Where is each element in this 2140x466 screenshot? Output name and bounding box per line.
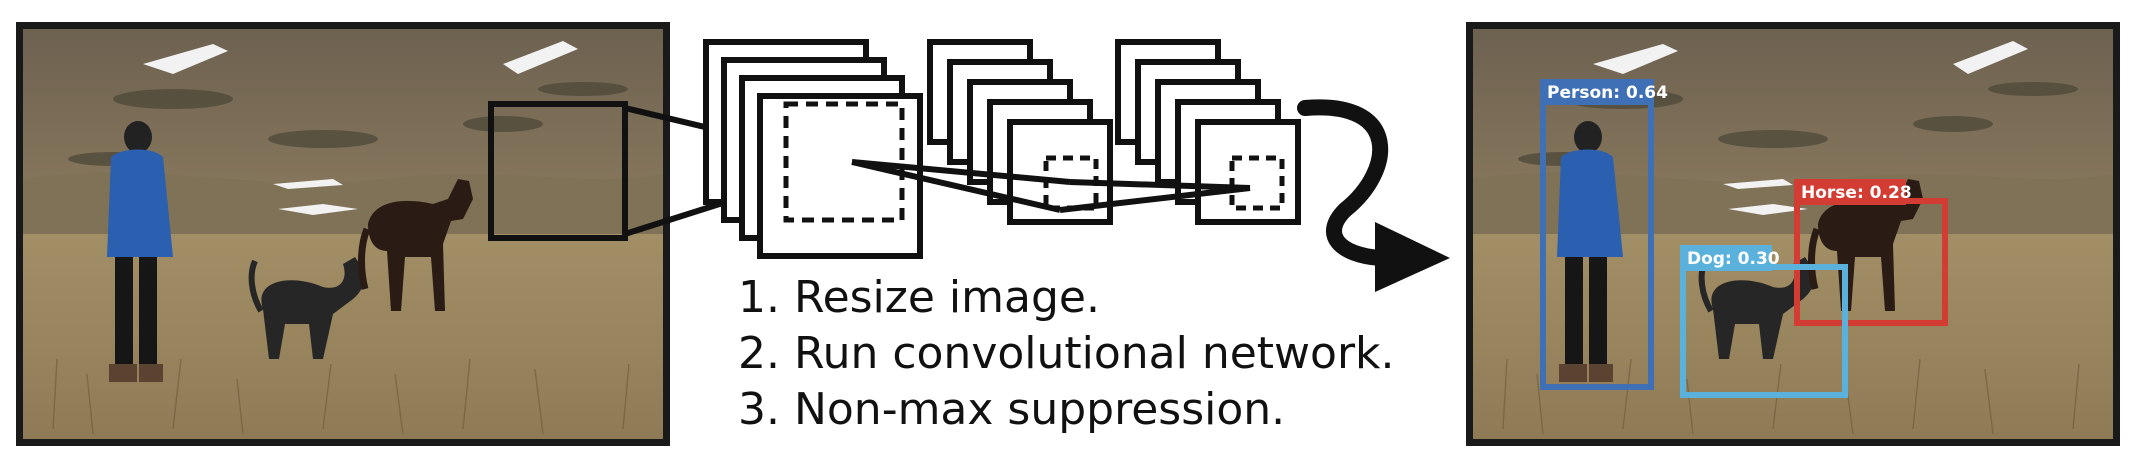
conv-stack-1 xyxy=(703,39,923,259)
detection-horse: Horse: 0.28 xyxy=(1794,179,1948,326)
detection-horse-label: Horse: 0.28 xyxy=(1801,183,1912,203)
conv-stack-3 xyxy=(1115,39,1301,225)
output-photo-scene: Person: 0.64 Horse: 0.28 Dog: 0.30 xyxy=(1473,29,2113,439)
crop-window xyxy=(488,101,628,241)
detection-dog-label-bg xyxy=(1680,245,1772,271)
dog-figure xyxy=(248,257,365,359)
connector-2-top xyxy=(1069,179,1251,191)
detection-dog-label: Dog: 0.30 xyxy=(1687,249,1780,269)
detection-person: Person: 0.64 xyxy=(1540,79,1668,390)
input-photo xyxy=(16,22,670,446)
horse-figure xyxy=(358,179,473,311)
input-photo-scene xyxy=(23,29,663,439)
step-2: 2. Run convolutional network. xyxy=(738,328,1395,379)
output-arrow xyxy=(1297,99,1389,266)
detection-person-label: Person: 0.64 xyxy=(1547,83,1668,103)
steps-list: 1. Resize image. 2. Run convolutional ne… xyxy=(738,270,1395,438)
connector-1-top xyxy=(851,159,1071,185)
connector-1-bottom xyxy=(851,159,1061,213)
detection-dog: Dog: 0.30 xyxy=(1680,245,1848,398)
conv-stack-2 xyxy=(927,39,1113,225)
detection-horse-label-bg xyxy=(1794,179,1906,205)
connector-2-bottom xyxy=(1059,185,1251,213)
step-1: 1. Resize image. xyxy=(738,272,1100,323)
step-3: 3. Non-max suppression. xyxy=(738,384,1286,435)
output-arrowhead xyxy=(1375,222,1450,292)
person-figure xyxy=(107,121,173,382)
output-photo: Person: 0.64 Horse: 0.28 Dog: 0.30 xyxy=(1466,22,2120,446)
detection-person-label-bg xyxy=(1540,79,1654,105)
person-figure-output xyxy=(1557,121,1623,382)
